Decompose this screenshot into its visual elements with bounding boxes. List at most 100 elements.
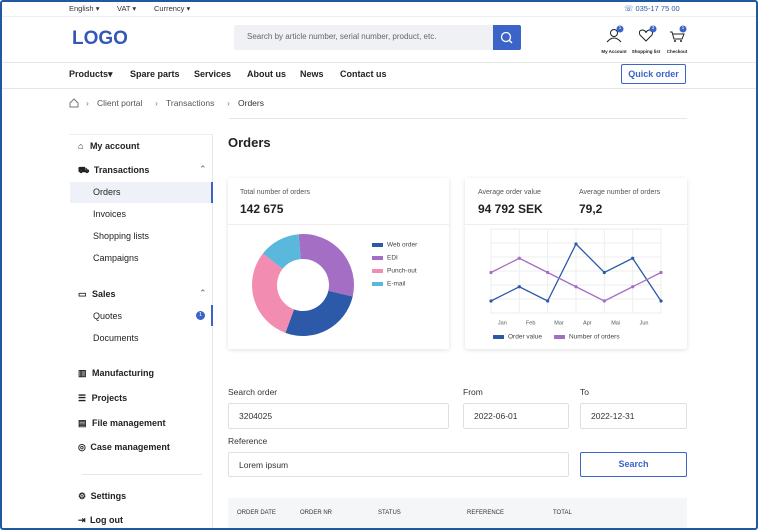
line-chart: Jan Feb Mar Apr Mai Jun Order value Number of o… — [489, 228, 663, 341]
point — [659, 270, 663, 275]
legend-label: Web order — [387, 242, 418, 249]
breadcrumb-item[interactable]: Client portal — [97, 98, 143, 108]
badge: 3 — [651, 25, 655, 30]
sidebar-label: Case management — [90, 442, 170, 452]
breadcrumb-item[interactable]: Transactions — [166, 98, 215, 108]
sidebar-subitem[interactable]: Invoices — [93, 209, 127, 219]
field-label: Search order — [228, 387, 278, 397]
legend-label: Order value — [508, 334, 542, 341]
sidebar-item[interactable]: ◎ Case management — [78, 442, 170, 452]
x-tick-label: Mar — [554, 320, 564, 326]
page-title: Orders — [228, 135, 271, 150]
legend-label: Number of orders — [569, 334, 620, 341]
field-label: From — [463, 387, 483, 397]
divider — [82, 474, 202, 475]
icon — [606, 25, 624, 43]
currency-menu[interactable]: Currency ▾ — [154, 4, 191, 13]
menu-label: Currency — [154, 4, 185, 13]
home-icon[interactable] — [68, 97, 80, 109]
icon-label: My Account — [601, 49, 627, 54]
legend-label: EDI — [387, 255, 398, 262]
account-icon[interactable]: 1 My Account — [594, 24, 634, 54]
language-menu[interactable]: English ▾ — [69, 4, 100, 13]
table-header — [228, 498, 687, 528]
legend-swatch — [372, 282, 383, 286]
to-input[interactable]: 2022-12-31 — [580, 403, 687, 429]
sidebar-subitem[interactable]: Shopping lists — [93, 231, 150, 241]
search-icon — [500, 31, 513, 44]
nav-item[interactable]: Contact us — [340, 69, 387, 79]
phone[interactable]: ☏ 035-17 75 00 — [624, 4, 680, 13]
badge: 1 — [196, 311, 205, 320]
stat-label: Average order value — [478, 189, 541, 196]
search-button[interactable] — [493, 25, 521, 50]
sidebar-label: Manufacturing — [92, 368, 155, 378]
reference-input[interactable]: Lorem ipsum — [228, 452, 569, 477]
sidebar-item[interactable]: ⌂ My account — [78, 141, 140, 151]
sidebar-item[interactable]: ▭ Sales — [78, 289, 116, 299]
x-tick-label: Apr — [583, 320, 592, 326]
sidebar-item[interactable]: ▥ Manufacturing — [78, 368, 155, 378]
sidebar-item[interactable]: ▤ File management — [78, 418, 166, 428]
vat-menu[interactable]: VAT ▾ — [117, 4, 137, 13]
from-input[interactable]: 2022-06-01 — [463, 403, 569, 429]
shopping-list-icon[interactable]: 3 Shopping list — [626, 24, 666, 54]
sidebar-subitem[interactable]: Documents — [93, 333, 139, 343]
donut-segment — [251, 253, 295, 333]
sidebar-item[interactable]: ⚙ Settings — [78, 491, 127, 501]
point — [489, 299, 493, 303]
point — [517, 256, 521, 260]
sidebar-subitem[interactable]: Orders — [93, 187, 121, 197]
icon-label: Shopping list — [631, 49, 661, 54]
point — [574, 285, 578, 289]
sidebar-subitem[interactable]: Campaigns — [93, 253, 139, 263]
badge: 1 — [618, 25, 622, 30]
sidebar-label: Sales — [92, 289, 116, 299]
column-header[interactable]: ORDER NR — [300, 510, 333, 516]
legend-swatch — [554, 335, 565, 339]
sidebar-subitem[interactable]: Quotes — [93, 311, 123, 321]
column-header[interactable]: REFERENCE — [467, 510, 505, 516]
field-label: Reference — [228, 436, 268, 446]
stat-label: Total number of orders — [240, 189, 311, 196]
active-item-bg — [70, 182, 213, 203]
nav-item[interactable]: Services — [194, 69, 232, 79]
sidebar — [69, 134, 213, 528]
logo[interactable]: LOGO — [72, 28, 128, 49]
column-header[interactable]: TOTAL — [553, 510, 572, 516]
donut-segment — [285, 290, 353, 336]
point — [659, 299, 663, 303]
x-tick-label: Jun — [640, 320, 649, 326]
sidebar-label: My account — [89, 141, 140, 151]
checkout-icon[interactable]: 1 Checkout — [657, 24, 697, 54]
nav-item[interactable]: About us — [247, 69, 286, 79]
sidebar-label: Log out — [90, 515, 124, 525]
menu-label: English — [69, 4, 94, 13]
breadcrumb-item: Orders — [238, 98, 264, 108]
nav-item[interactable]: Products▾ — [69, 69, 113, 79]
active-marker — [70, 305, 213, 326]
divider — [2, 62, 756, 63]
point — [631, 285, 635, 289]
badge: 1 — [681, 25, 685, 30]
legend-swatch — [372, 243, 383, 247]
nav-item[interactable]: News — [300, 69, 324, 79]
sidebar-label: Projects — [91, 393, 128, 403]
search-button[interactable]: Search — [580, 452, 687, 477]
nav-item[interactable]: Spare parts — [130, 69, 180, 79]
donut-chart: Web order EDI Punch-out E-mail — [251, 234, 418, 336]
legend-swatch — [372, 256, 383, 260]
search-order-input[interactable]: 3204025 — [228, 403, 449, 429]
sidebar-item[interactable]: ☰ Projects — [78, 393, 128, 403]
x-tick-label: Jan — [498, 320, 507, 326]
quick-order-button[interactable]: Quick order — [621, 64, 686, 84]
point — [602, 299, 606, 303]
donut-segment — [298, 234, 354, 297]
sidebar-item[interactable]: ⇥ Log out — [78, 515, 124, 525]
column-header[interactable]: STATUS — [378, 510, 401, 516]
menu-label: VAT — [117, 4, 131, 13]
column-header[interactable]: ORDER DATE — [237, 510, 276, 516]
search-input[interactable]: Search by article number, serial number,… — [234, 25, 494, 50]
sidebar-item[interactable]: ⛟ Transactions — [78, 165, 150, 175]
stat-value: 94 792 SEK — [478, 202, 543, 216]
